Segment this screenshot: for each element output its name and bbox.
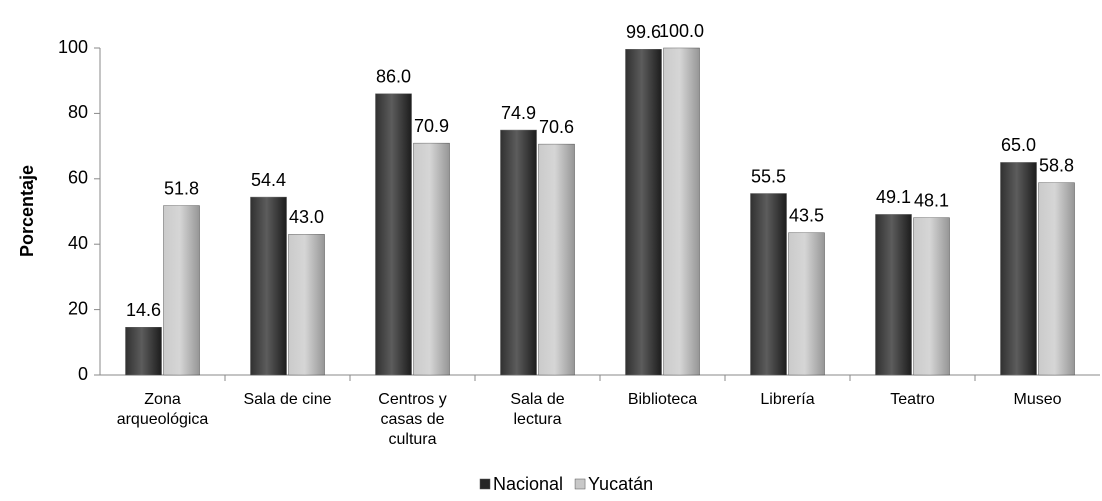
bar — [538, 143, 575, 376]
bar — [250, 196, 287, 376]
y-tick-label: 40 — [68, 233, 88, 253]
legend-swatch — [479, 478, 491, 490]
value-label: 54.4 — [251, 170, 286, 190]
x-tick-label-line: Sala de cine — [243, 391, 331, 408]
value-label: 51.8 — [164, 178, 199, 198]
bar — [1000, 162, 1037, 376]
x-tick-label: Sala de cine — [243, 391, 331, 408]
y-axis-label: Porcentaje — [17, 165, 37, 257]
x-tick-label-line: Museo — [1013, 391, 1061, 408]
bar — [288, 234, 325, 376]
x-tick-label: Librería — [760, 391, 814, 408]
x-tick-label-line: Biblioteca — [628, 391, 697, 408]
y-tick-label: 0 — [78, 364, 88, 384]
value-label: 70.6 — [539, 117, 574, 137]
bar — [625, 49, 662, 376]
y-tick-label: 100 — [58, 37, 88, 57]
bar — [663, 47, 700, 376]
x-tick-label-line: Sala de — [510, 391, 564, 408]
bar — [375, 93, 412, 376]
x-tick-label-line: cultura — [388, 431, 436, 448]
y-tick-label: 80 — [68, 102, 88, 122]
x-tick-label-line: Teatro — [890, 391, 935, 408]
y-tick-label: 20 — [68, 298, 88, 318]
x-tick-label: Teatro — [890, 391, 935, 408]
value-label: 55.5 — [751, 166, 786, 186]
y-tick-label: 60 — [68, 168, 88, 188]
value-label: 48.1 — [914, 190, 949, 210]
value-label: 49.1 — [876, 187, 911, 207]
bar — [1038, 182, 1075, 376]
legend-label: Nacional — [493, 474, 563, 494]
bar — [750, 193, 787, 376]
x-tick-label: Centros y casas de cultura — [378, 391, 446, 448]
value-label: 100.0 — [659, 21, 704, 41]
x-tick-label-line: casas de — [380, 411, 444, 428]
bar — [788, 232, 825, 376]
x-tick-label-line: Zona — [144, 391, 181, 408]
x-tick-label-line: lectura — [513, 411, 561, 428]
bar — [413, 142, 450, 376]
bar — [875, 214, 912, 376]
bar — [913, 217, 950, 376]
value-label: 86.0 — [376, 67, 411, 87]
x-tick-label-line: Centros y — [378, 391, 446, 408]
value-label: 99.6 — [626, 22, 661, 42]
x-tick-label: Museo — [1013, 391, 1061, 408]
x-tick-label: Zona arqueológica — [117, 391, 209, 428]
value-label: 70.9 — [414, 116, 449, 136]
value-label: 58.8 — [1039, 155, 1074, 175]
legend-label: Yucatán — [588, 474, 653, 494]
bar — [500, 129, 537, 376]
x-tick-label: Sala de lectura — [510, 391, 564, 428]
value-label: 65.0 — [1001, 135, 1036, 155]
value-label: 14.6 — [126, 300, 161, 320]
value-label: 43.0 — [289, 207, 324, 227]
x-tick-label-line: arqueológica — [117, 411, 209, 428]
bar — [163, 205, 200, 376]
bar — [125, 327, 162, 376]
value-label: 43.5 — [789, 206, 824, 226]
x-tick-label-line: Librería — [760, 391, 814, 408]
legend-swatch — [574, 478, 586, 490]
value-label: 74.9 — [501, 103, 536, 123]
x-tick-label: Biblioteca — [628, 391, 697, 408]
